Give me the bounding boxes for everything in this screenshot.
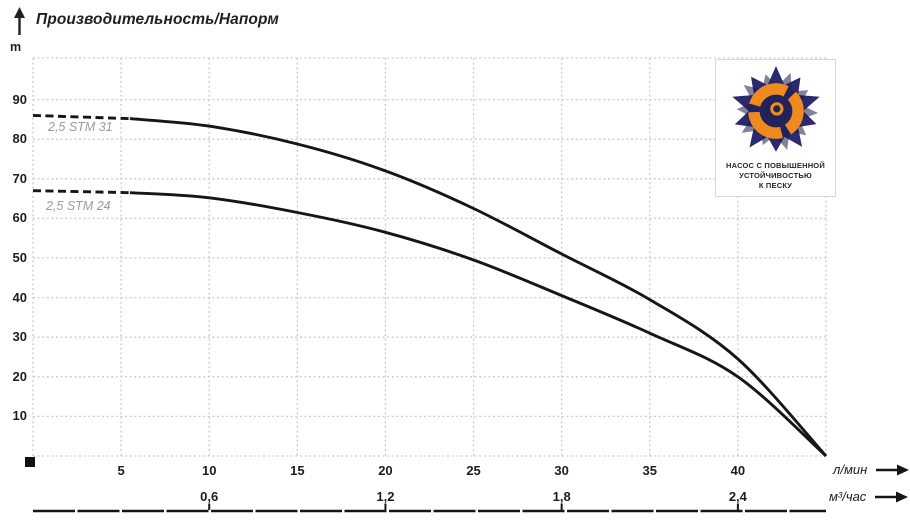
y-tick-label: 80 [12, 131, 27, 147]
y-tick-label: 90 [12, 91, 27, 107]
curve-2-5-stm-31 [129, 117, 828, 457]
series-label-2-5-stm-31: 2,5 STM 31 [48, 120, 113, 134]
pump-rotor-logo-icon [731, 65, 820, 152]
x-tick-label-m3h: 0,6 [200, 489, 219, 504]
x-tick-label-m3h: 1,2 [376, 489, 395, 504]
logo-caption-line: НАСОС С ПОВЫШЕННОЙ [726, 161, 825, 170]
x-tick-label-lmin: 25 [466, 463, 481, 478]
logo-rotor [747, 83, 804, 139]
x-tick-label-lmin: 20 [378, 463, 393, 478]
right-arrow-icon [876, 464, 910, 475]
x-tick-label-lmin: 30 [554, 463, 569, 478]
x-tick-label-m3h: 1,8 [552, 489, 571, 504]
curve-2-5-stm-24 [129, 191, 827, 458]
x-axis-secondary-unit-label: м³/час [829, 489, 867, 504]
y-axis-unit-label: m [10, 40, 22, 54]
logo-caption: НАСОС С ПОВЫШЕННОЙ УСТОЙЧИВОСТЬЮ К ПЕСКУ [716, 161, 835, 191]
x-tick-label-lmin: 40 [730, 463, 746, 478]
logo-caption-line: К ПЕСКУ [758, 181, 793, 191]
x-tick-label-lmin: 10 [201, 463, 217, 478]
y-tick-label: 70 [12, 170, 27, 186]
sand-resistant-pump-badge: НАСОС С ПОВЫШЕННОЙ УСТОЙЧИВОСТЬЮ К ПЕСКУ [715, 59, 836, 197]
y-tick-label: 30 [12, 329, 27, 345]
x-axis-secondary-caption: м³/час [829, 489, 909, 504]
y-tick-label: 20 [12, 368, 27, 384]
y-axis-arrow-icon [14, 7, 25, 35]
x-tick-label-m3h: 2,4 [728, 489, 747, 504]
origin-marker [25, 457, 35, 467]
x-axis-primary-caption: л/мин [833, 462, 910, 477]
y-tick-label: 40 [12, 289, 27, 305]
y-tick-label: 60 [12, 210, 27, 226]
y-tick-label: 50 [12, 250, 27, 265]
chart-title: Производительность/Напорм [36, 11, 279, 28]
x-tick-label-lmin: 15 [290, 463, 305, 478]
curve-dashed-2-5-stm-31 [32, 113, 130, 121]
x-tick-label-lmin: 5 [117, 463, 125, 478]
curve-dashed-2-5-stm-24 [32, 189, 130, 195]
series-label-2-5-stm-24: 2,5 STM 24 [46, 199, 111, 213]
right-arrow-icon [875, 491, 909, 502]
x-tick-label-lmin: 35 [642, 463, 657, 478]
logo-caption-line: УСТОЙЧИВОСТЬЮ [739, 171, 812, 181]
x-axis-primary-unit-label: л/мин [833, 462, 868, 477]
y-tick-label: 10 [12, 408, 27, 424]
